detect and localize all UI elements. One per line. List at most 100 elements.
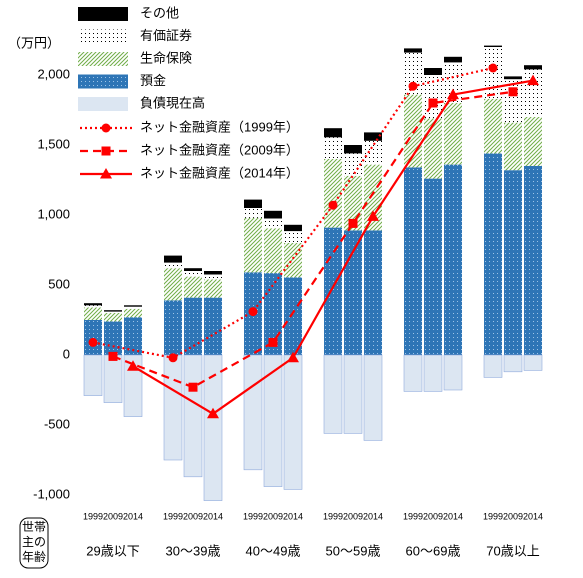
net-line <box>112 90 514 389</box>
bar-segment <box>263 354 283 487</box>
bar-segment <box>424 118 442 179</box>
bar-segment <box>184 297 202 355</box>
bar-segment <box>164 255 182 263</box>
bar-segment <box>324 128 342 138</box>
bar-segment <box>104 313 122 322</box>
x-tick-label: 2014 <box>523 511 543 521</box>
legend-label: その他 <box>140 5 179 20</box>
group-label: 70歳以上 <box>486 543 539 558</box>
bar-segment <box>104 311 122 313</box>
legend-swatch <box>78 97 128 111</box>
bar-segment <box>524 117 542 166</box>
bar-segment <box>404 48 422 53</box>
legend-swatch <box>78 52 128 66</box>
legend-swatch <box>78 7 128 21</box>
legend-label: ネット金融資産（1999年） <box>140 119 299 134</box>
line-marker <box>408 81 418 91</box>
x-title-box <box>19 517 49 569</box>
bar-segment <box>164 262 182 269</box>
legend-label: 生命保険 <box>140 50 192 65</box>
y-tick-label: 2,000 <box>37 66 70 81</box>
bar-segment <box>444 103 462 165</box>
bar-segment <box>164 268 182 301</box>
x-title-wrap: 世帯主の年齢 <box>21 520 46 564</box>
bar-segment <box>244 217 262 273</box>
line-marker <box>447 88 459 100</box>
bar-segment <box>124 305 142 307</box>
x-tick-label: 1999 <box>163 511 183 521</box>
bar-segment <box>364 132 382 141</box>
line-marker <box>287 351 299 363</box>
bar-segment <box>84 303 102 306</box>
legend-label: ネット金融資産（2014年） <box>140 165 299 180</box>
bar-segment <box>104 321 122 355</box>
x-title: 世帯主の年齢 <box>21 520 46 564</box>
x-tick-label: 2009 <box>503 511 523 521</box>
x-tick-label: 2014 <box>283 511 303 521</box>
line-marker <box>101 146 111 156</box>
x-tick-label: 2014 <box>203 511 223 521</box>
y-tick-label: 500 <box>48 276 70 291</box>
bar-segment <box>184 268 202 271</box>
bar-segment <box>403 354 423 392</box>
bar-segment <box>163 354 183 461</box>
bar-segment <box>324 227 342 355</box>
line-marker <box>527 74 539 86</box>
line-marker <box>367 210 379 221</box>
line-marker <box>508 87 518 97</box>
bar-segment <box>283 354 303 490</box>
bar-segment <box>504 122 522 171</box>
bar-segment <box>103 354 123 403</box>
bar-segment <box>404 167 422 355</box>
bar-segment <box>443 354 463 391</box>
line-marker <box>348 218 358 228</box>
bar-segment <box>83 354 103 396</box>
y-tick-label: -1,000 <box>33 486 70 501</box>
bar-segment <box>124 317 142 355</box>
legend-label: 預金 <box>140 73 166 88</box>
bar-segment <box>523 354 543 371</box>
bar-segment <box>364 140 382 165</box>
y-tick-label: 1,000 <box>37 206 70 221</box>
bar-segment <box>104 310 122 312</box>
group-label: 29歳以下 <box>86 543 139 558</box>
bar-segment <box>484 153 502 355</box>
x-tick-label: 1999 <box>83 511 103 521</box>
bar-segment <box>124 306 142 309</box>
bar-segment <box>323 354 343 434</box>
group-label: 40〜49歳 <box>246 543 301 558</box>
bar-segment <box>284 243 302 278</box>
bar-segment <box>84 305 102 308</box>
bar-segment <box>444 164 462 355</box>
bar-segment <box>84 320 102 355</box>
line-marker <box>268 337 278 347</box>
bar-segment <box>484 98 502 154</box>
bar-segment <box>503 354 523 373</box>
bar-segment <box>364 164 382 231</box>
bar-segment <box>243 354 263 471</box>
bar-segment <box>424 178 442 355</box>
line-marker <box>428 98 438 108</box>
bar-segment <box>244 199 262 208</box>
x-tick-label: 2014 <box>123 511 143 521</box>
bar-segment <box>484 47 502 99</box>
line-marker <box>100 168 112 179</box>
bar-segment <box>184 271 202 277</box>
bar-segment <box>284 231 302 243</box>
bar-segment <box>484 45 502 47</box>
x-tick-label: 2009 <box>103 511 123 521</box>
x-tick-label: 2009 <box>183 511 203 521</box>
group-label: 50〜59歳 <box>326 543 381 558</box>
net-line <box>92 66 494 359</box>
bar-segment <box>204 279 222 298</box>
y-unit: （万円） <box>8 35 60 50</box>
legend-swatch <box>78 74 128 89</box>
line-marker <box>207 407 219 419</box>
bar-segment <box>204 297 222 355</box>
bar-segment <box>204 274 222 280</box>
line-marker <box>188 382 198 392</box>
x-tick-label: 2009 <box>343 511 363 521</box>
bar-segment <box>204 271 222 275</box>
x-tick-label: 2009 <box>423 511 443 521</box>
